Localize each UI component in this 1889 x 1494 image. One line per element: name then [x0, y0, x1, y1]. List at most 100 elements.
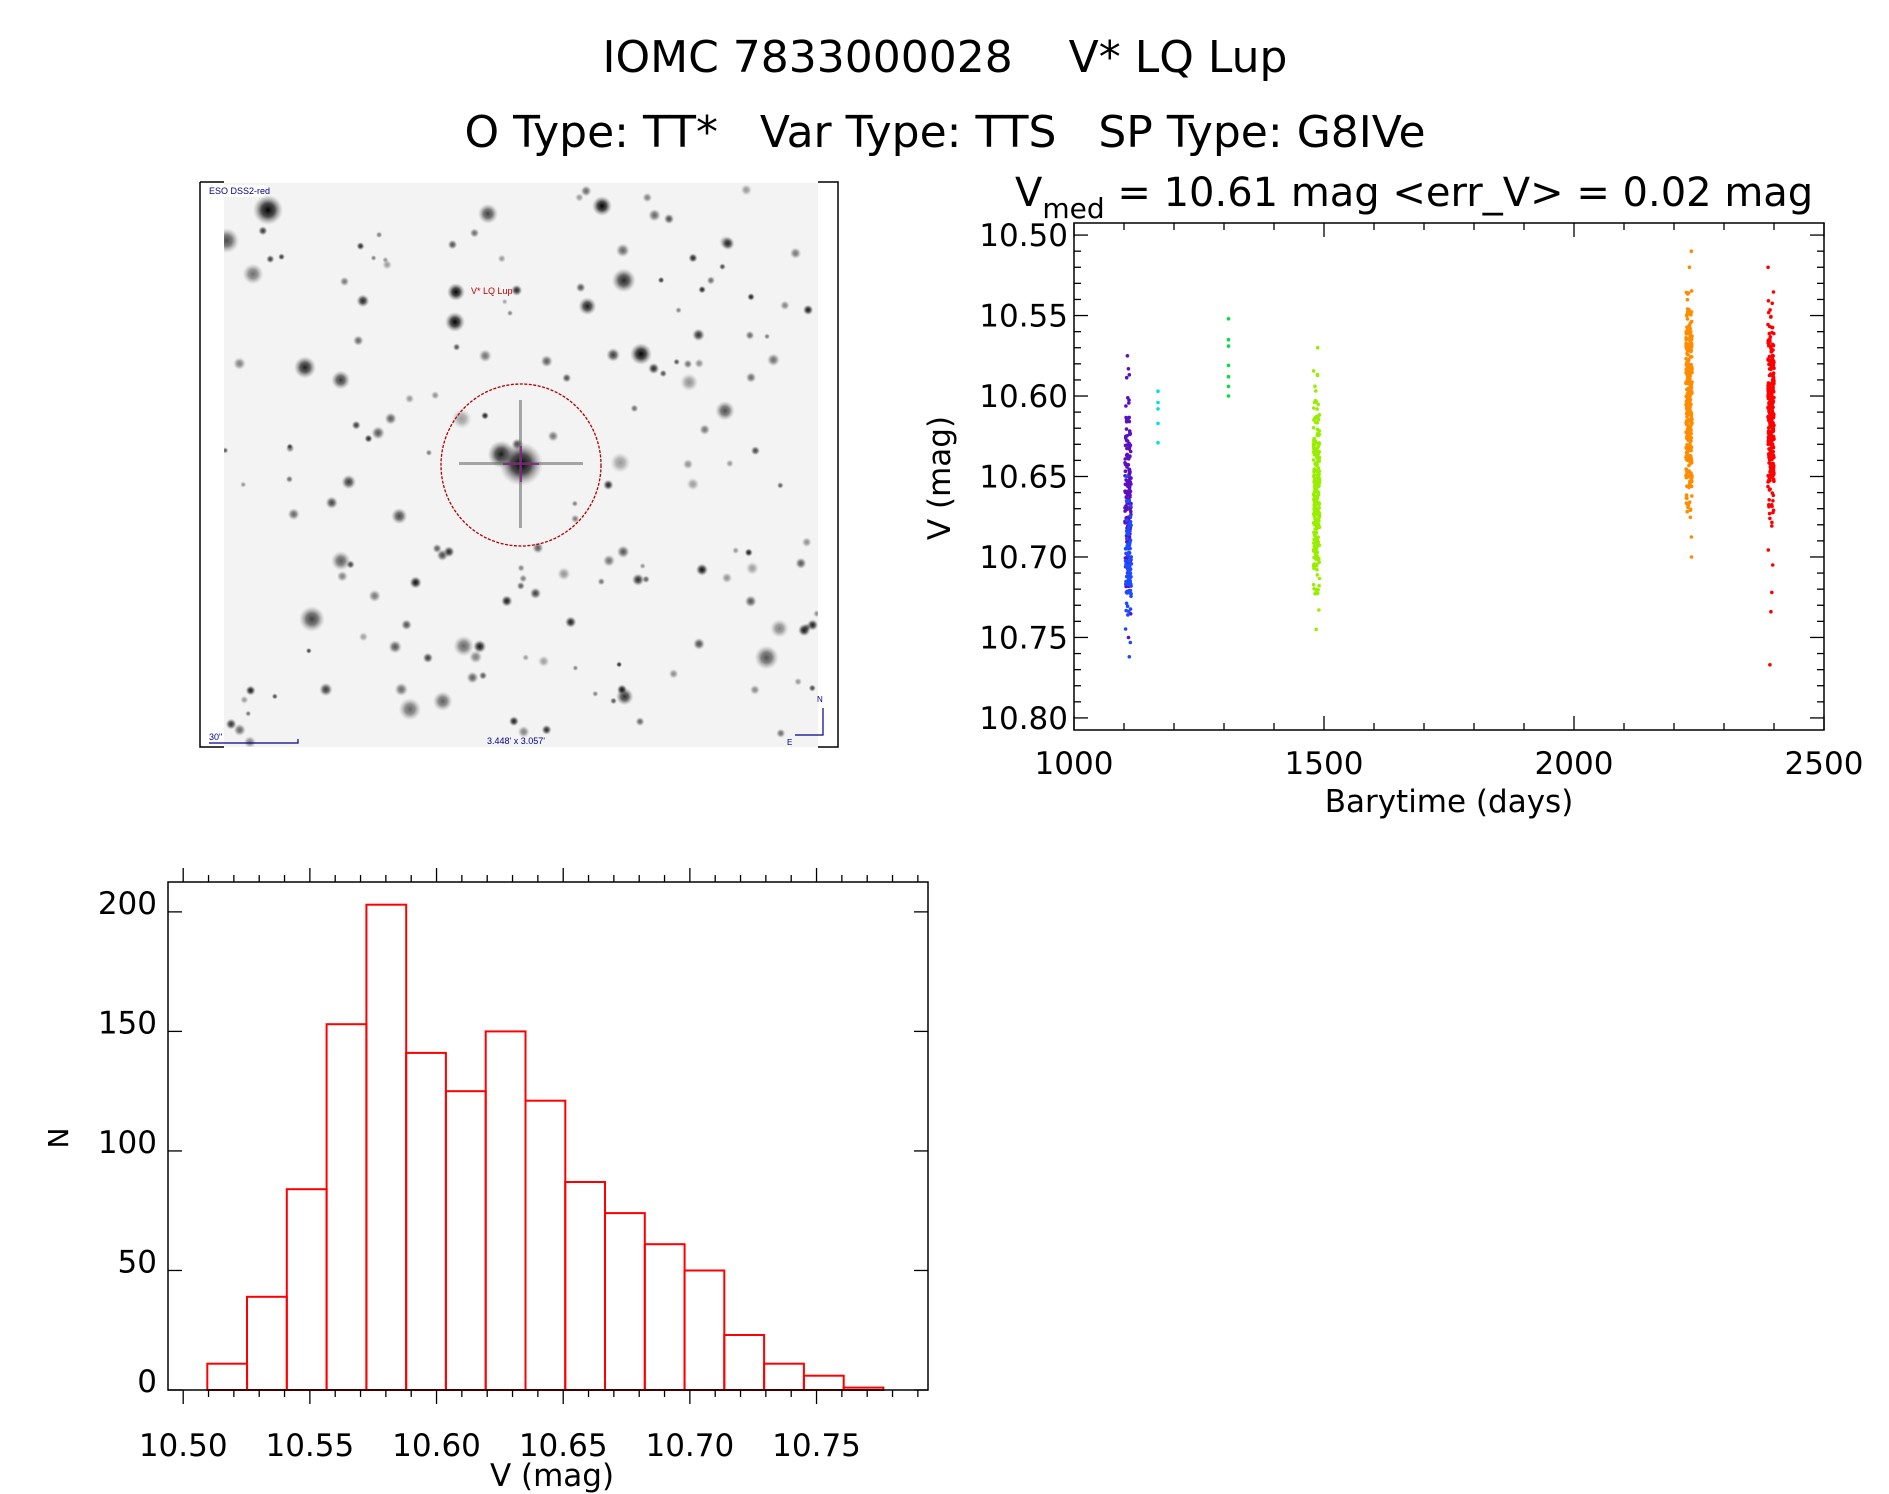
star	[286, 443, 293, 450]
data-point-season-5	[1688, 408, 1692, 413]
data-point-season-6	[1771, 493, 1776, 498]
data-point-season-4	[1317, 608, 1321, 612]
histogram-bar	[285, 1188, 328, 1391]
data-point-season-4	[1314, 446, 1319, 451]
star	[266, 254, 275, 264]
star	[675, 306, 682, 314]
data-point-season-1a	[1124, 427, 1129, 431]
data-point-season-1a	[1127, 467, 1132, 472]
star	[341, 474, 357, 490]
scale-bar	[209, 739, 299, 744]
histogram-x-axis-label: V (mag)	[490, 1458, 614, 1494]
star	[575, 282, 586, 293]
data-point-season-6	[1769, 609, 1773, 614]
data-point-season-6	[1771, 396, 1776, 400]
data-point-season-6	[1771, 469, 1776, 473]
data-point-season-5	[1687, 500, 1692, 505]
star	[331, 370, 351, 390]
histogram-bar	[206, 1362, 249, 1391]
data-point-season-6	[1767, 395, 1772, 399]
data-point-season-1b	[1124, 601, 1129, 606]
data-point-season-5	[1684, 406, 1689, 410]
y-tick-label: 100	[98, 1125, 157, 1161]
light-curve-x-tick-labels: 1000 1500 2000 2500	[1035, 746, 1864, 782]
data-point-season-6	[1770, 353, 1775, 358]
data-point-season-6	[1770, 590, 1774, 595]
star	[384, 412, 397, 425]
data-point-season-4	[1311, 369, 1316, 373]
star	[242, 263, 264, 285]
star	[432, 691, 453, 712]
star	[398, 697, 422, 721]
data-point-season-4	[1314, 562, 1319, 567]
star	[511, 284, 523, 296]
data-point-season-4	[1315, 573, 1320, 577]
data-point-season-1b	[1129, 582, 1133, 587]
star	[732, 546, 740, 555]
data-point-season-1b	[1128, 538, 1133, 542]
star	[240, 481, 247, 488]
data-point-season-3	[1226, 384, 1231, 389]
survey-label: ESO DSS2-red	[209, 186, 270, 196]
data-point-season-6	[1768, 469, 1773, 474]
data-point-season-6	[1766, 265, 1770, 270]
data-point-season-4	[1313, 516, 1317, 520]
target-label: V* LQ Lup	[471, 286, 513, 296]
y-tick-label: 10.60	[979, 379, 1068, 415]
y-tick-label: 150	[98, 1005, 157, 1041]
data-point-season-5	[1687, 323, 1692, 328]
data-point-season-3	[1226, 317, 1231, 321]
star	[766, 353, 780, 367]
data-point-season-4	[1312, 480, 1316, 484]
star	[721, 572, 733, 584]
star	[517, 564, 525, 572]
data-point-season-5	[1686, 376, 1690, 380]
star	[747, 293, 755, 301]
data-point-season-1b	[1128, 520, 1133, 524]
data-point-season-5	[1688, 473, 1693, 477]
data-point-season-4	[1315, 555, 1320, 559]
data-point-season-6	[1766, 418, 1771, 422]
data-point-season-6	[1771, 424, 1775, 429]
data-point-season-1a	[1125, 354, 1130, 358]
x-tick-label: 2500	[1785, 746, 1864, 782]
y-tick-label: 10.70	[979, 540, 1068, 576]
data-point-season-6	[1766, 426, 1771, 430]
data-point-season-6	[1768, 437, 1772, 442]
data-point-season-5	[1684, 475, 1689, 480]
light-curve-ticks	[1073, 223, 1825, 730]
data-point-season-3	[1226, 344, 1231, 348]
star	[422, 652, 434, 664]
data-point-season-4	[1315, 567, 1319, 572]
x-tick-label: 2000	[1535, 746, 1614, 782]
star	[541, 724, 552, 735]
data-point-season-1b	[1124, 551, 1128, 556]
light-curve-y-tick-labels: 10.50 10.55 10.60 10.65 10.70 10.75 10.80	[979, 218, 1068, 737]
data-point-season-6	[1771, 342, 1775, 347]
data-point-season-5	[1685, 337, 1689, 341]
data-point-season-4	[1311, 492, 1316, 497]
data-point-season-5	[1686, 359, 1690, 363]
data-point-season-4	[1314, 420, 1318, 425]
star	[430, 391, 440, 400]
star	[683, 359, 693, 369]
data-point-season-1b	[1128, 546, 1132, 551]
data-point-season-6	[1769, 367, 1773, 372]
star	[795, 557, 807, 569]
star	[750, 446, 761, 456]
star	[356, 242, 365, 251]
data-point-season-6	[1766, 548, 1771, 552]
data-point-season-5	[1685, 399, 1689, 403]
data-point-season-4	[1316, 482, 1321, 487]
star	[648, 208, 661, 222]
data-point-season-1a	[1123, 469, 1128, 474]
star	[794, 677, 803, 686]
data-point-season-4	[1314, 531, 1318, 535]
histogram-bar	[564, 1181, 607, 1391]
data-point-season-4	[1317, 501, 1322, 506]
data-point-season-1b	[1125, 499, 1130, 504]
data-point-season-5	[1685, 450, 1690, 454]
data-point-season-1b	[1126, 571, 1130, 575]
star	[802, 622, 812, 632]
star	[606, 347, 621, 362]
